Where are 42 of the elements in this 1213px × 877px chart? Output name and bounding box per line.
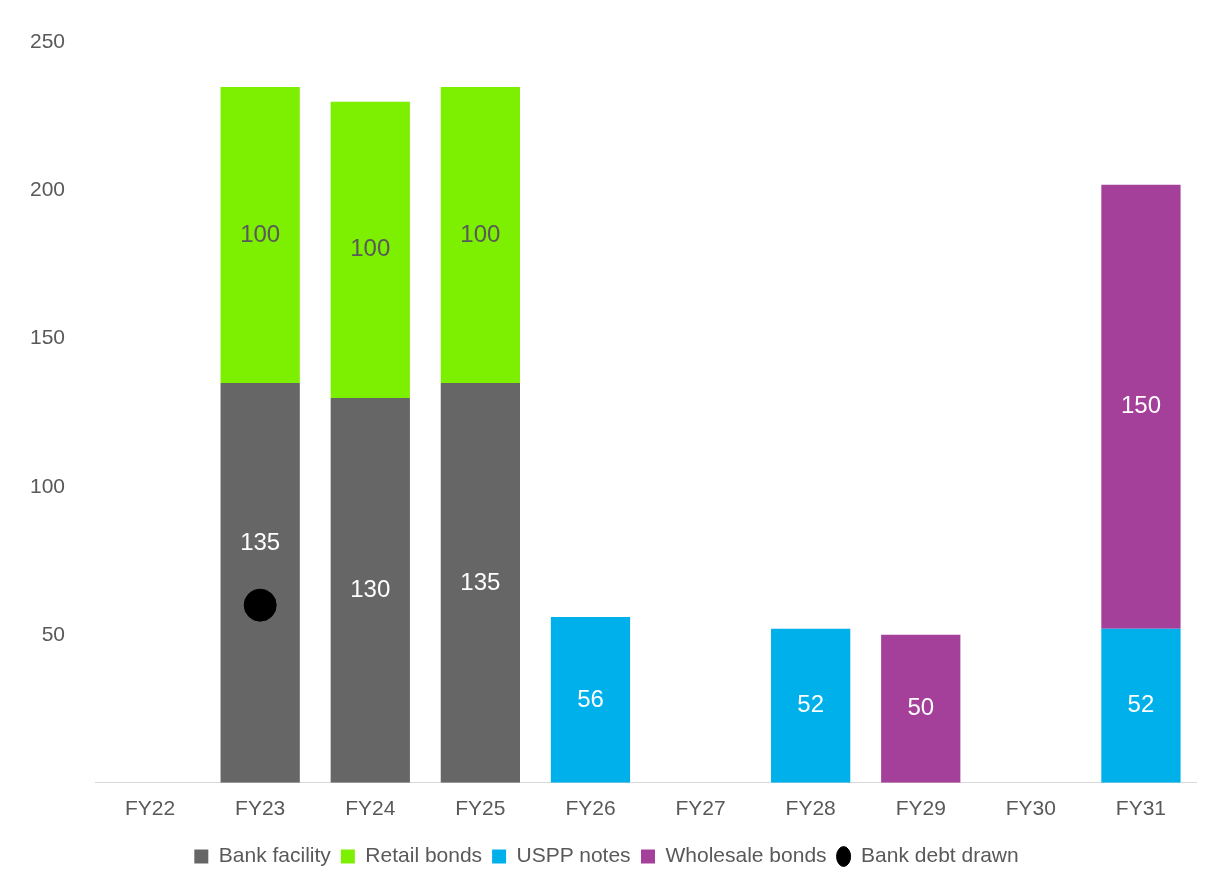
bar xyxy=(330,397,410,783)
y-tick-label: 50 xyxy=(41,621,66,645)
data-label: 135 xyxy=(240,527,281,555)
legend-label: Wholesale bonds xyxy=(665,843,827,867)
bar xyxy=(440,87,521,384)
bar xyxy=(771,628,851,783)
x-tick-label: FY27 xyxy=(675,796,726,820)
x-tick-label: FY28 xyxy=(785,796,836,820)
x-tick-label: FY23 xyxy=(235,796,286,820)
x-tick-label: FY31 xyxy=(1115,796,1167,820)
bar xyxy=(881,634,961,783)
bar xyxy=(220,87,300,384)
data-label: 56 xyxy=(577,684,604,712)
legend-label: USPP notes xyxy=(516,843,631,867)
bar xyxy=(1101,628,1181,783)
bar xyxy=(220,383,300,783)
bar xyxy=(330,101,410,398)
legend-label: Retail bonds xyxy=(365,843,483,867)
y-tick-label: 100 xyxy=(29,473,66,497)
bar xyxy=(440,383,521,783)
x-tick-label: FY24 xyxy=(345,796,396,820)
bar xyxy=(1101,184,1181,629)
x-tick-label: FY29 xyxy=(895,796,946,820)
data-label: 100 xyxy=(460,219,501,247)
x-tick-label: FY22 xyxy=(124,796,176,820)
bar xyxy=(550,617,631,783)
legend-label: Bank facility xyxy=(218,843,332,867)
y-tick-label: 150 xyxy=(29,325,66,349)
legend-label: Bank debt drawn xyxy=(861,843,1019,867)
data-label: 52 xyxy=(797,690,825,718)
data-label: 130 xyxy=(350,574,391,602)
data-label: 50 xyxy=(907,693,935,721)
data-label: 100 xyxy=(350,234,391,262)
x-tick-label: FY25 xyxy=(455,796,506,820)
x-tick-label: FY30 xyxy=(1005,796,1056,820)
data-label: 135 xyxy=(460,567,501,595)
y-tick-label: 200 xyxy=(29,177,66,201)
x-tick-label: FY26 xyxy=(565,796,616,820)
data-label: 150 xyxy=(1120,391,1161,419)
data-label: 52 xyxy=(1127,690,1155,718)
y-tick-label: 250 xyxy=(29,29,66,53)
data-label: 100 xyxy=(240,219,281,247)
